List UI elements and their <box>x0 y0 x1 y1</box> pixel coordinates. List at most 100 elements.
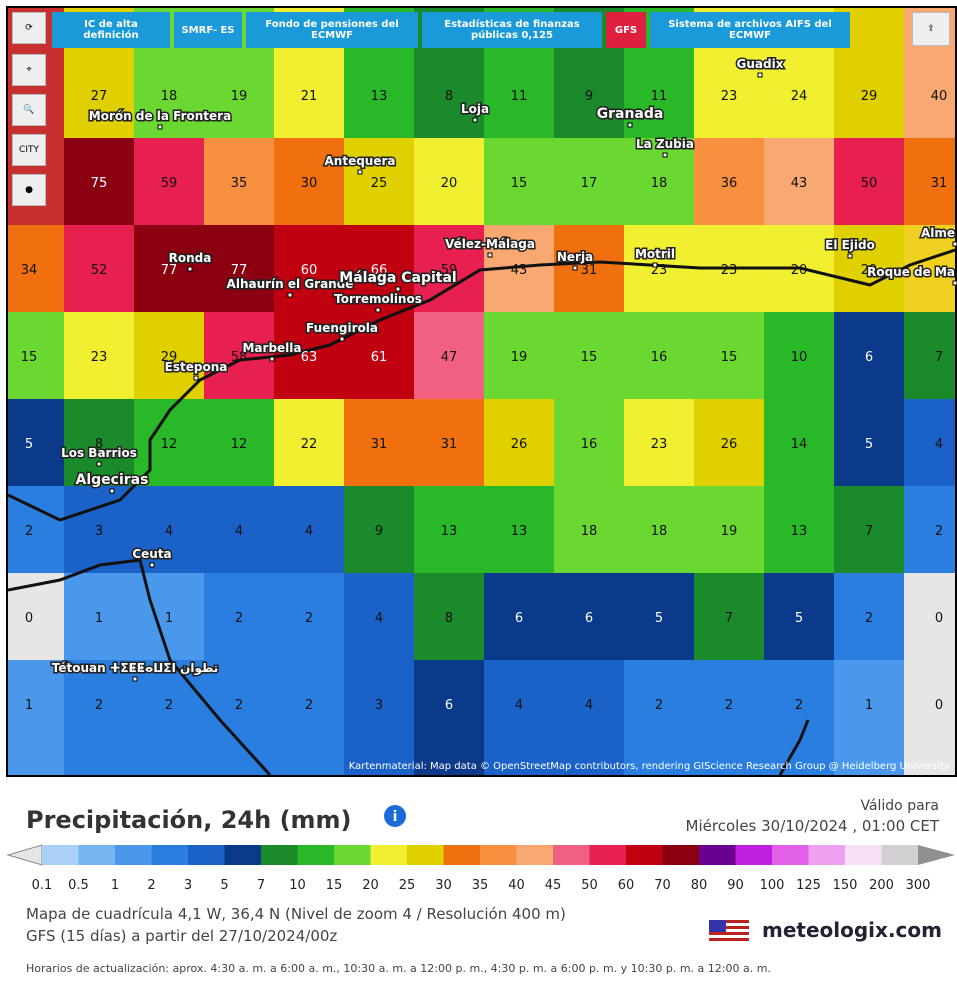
cell-value: 19 <box>721 524 738 539</box>
map-cell <box>344 399 414 486</box>
cell-value: 7 <box>865 524 873 539</box>
legend-label: 300 <box>906 878 931 893</box>
map-cell <box>274 138 344 225</box>
marker-button[interactable]: ● <box>12 174 46 206</box>
cell-value: 59 <box>441 263 458 278</box>
legend-swatch <box>407 845 444 865</box>
map-cell <box>204 138 274 225</box>
cell-value: 13 <box>441 524 458 539</box>
cell-value: 9 <box>375 524 383 539</box>
coastline <box>8 248 955 775</box>
refresh-button[interactable]: ⟳ <box>12 12 46 44</box>
cell-value: 7 <box>935 350 943 365</box>
cell-value: 0 <box>935 698 943 713</box>
place-label: Torremolinos <box>334 292 422 306</box>
map-cell <box>904 573 955 660</box>
map-cell <box>694 660 764 775</box>
legend-swatch <box>115 845 152 865</box>
cell-value: 15 <box>581 350 598 365</box>
cell-value: 4 <box>515 698 523 713</box>
cell-value: 29 <box>861 263 878 278</box>
cell-value: 18 <box>651 176 668 191</box>
map-cell <box>764 660 834 775</box>
toolbar-button[interactable]: Fondo de pensiones del ECMWF <box>246 12 418 48</box>
cell-value: 35 <box>231 176 248 191</box>
cell-value: 16 <box>651 350 668 365</box>
map-cell <box>414 138 484 225</box>
map-cell <box>134 486 204 573</box>
brand[interactable]: meteologix.com <box>762 918 942 942</box>
legend-label: 10 <box>289 878 306 893</box>
legend-swatch <box>42 845 79 865</box>
cell-value: 25 <box>371 176 388 191</box>
location-button[interactable]: ⌖ <box>12 54 46 86</box>
legend-swatch <box>516 845 553 865</box>
map-cell <box>484 399 554 486</box>
cell-value: 15 <box>511 176 528 191</box>
cell-value: 2 <box>865 611 873 626</box>
place-dot <box>627 122 633 128</box>
place-label: Alme <box>921 226 955 240</box>
model-info: GFS (15 días) a partir del 27/10/2024/00… <box>26 927 338 945</box>
cell-value: 6 <box>445 698 453 713</box>
place-label: Ronda <box>169 251 212 265</box>
cell-value: 66 <box>371 263 388 278</box>
legend-swatch <box>845 845 882 865</box>
cell-value: 58 <box>231 350 248 365</box>
legend-arrow-right <box>918 845 955 865</box>
map-cell <box>204 399 274 486</box>
toolbar-button[interactable]: GFS <box>606 12 646 48</box>
share-button[interactable]: ⇪ <box>912 12 950 46</box>
cell-value: 23 <box>651 437 668 452</box>
map-cell <box>694 486 764 573</box>
map-cell <box>64 138 134 225</box>
city-button[interactable]: CITY <box>12 134 46 166</box>
cell-value: 60 <box>301 263 318 278</box>
cell-value: 2 <box>95 698 103 713</box>
cell-value: 43 <box>511 263 528 278</box>
cell-value: 14 <box>791 437 808 452</box>
map-cell <box>554 486 624 573</box>
info-icon[interactable] <box>384 805 406 827</box>
map-cell <box>834 138 904 225</box>
legend-title: Precipitación, 24h (mm) <box>26 806 352 834</box>
place-label: Guadix <box>737 57 784 71</box>
place-dot <box>395 286 401 292</box>
cell-value: 1 <box>25 698 33 713</box>
legend-label: 0.1 <box>32 878 53 893</box>
cell-value: 4 <box>305 524 313 539</box>
cell-value: 18 <box>651 524 668 539</box>
toolbar-button[interactable]: Estadísticas de finanzas públicas 0,125 <box>422 12 602 48</box>
zoom-button[interactable]: 🔍 <box>12 94 46 126</box>
toolbar-button[interactable]: IC de alta definición <box>52 12 170 48</box>
place-dot <box>132 676 138 682</box>
map-cell <box>204 660 274 775</box>
cell-value: 6 <box>515 611 523 626</box>
map-cell <box>624 573 694 660</box>
cell-value: 5 <box>655 611 663 626</box>
cell-value: 19 <box>511 350 528 365</box>
map-cell <box>694 573 764 660</box>
place-dot <box>847 253 853 259</box>
place-dot <box>193 375 199 381</box>
map-cell <box>414 225 484 312</box>
cell-value: 77 <box>231 263 248 278</box>
cell-value: 9 <box>585 89 593 104</box>
cell-value: 11 <box>651 89 668 104</box>
cell-value: 15 <box>21 350 38 365</box>
map-cell <box>624 660 694 775</box>
toolbar-button[interactable]: SMRF- ES <box>174 12 242 48</box>
map-cell <box>344 225 414 312</box>
map-cell <box>624 138 694 225</box>
map-cell <box>414 486 484 573</box>
map-cell <box>64 225 134 312</box>
toolbar-button[interactable]: Sistema de archivos AIFS del ECMWF <box>650 12 850 48</box>
place-dot <box>375 307 381 313</box>
map-cell <box>904 486 955 573</box>
place-dot <box>952 280 957 286</box>
cell-value: 61 <box>371 350 388 365</box>
map-cell <box>554 138 624 225</box>
legend-label: 5 <box>220 878 228 893</box>
cell-value: 4 <box>585 698 593 713</box>
